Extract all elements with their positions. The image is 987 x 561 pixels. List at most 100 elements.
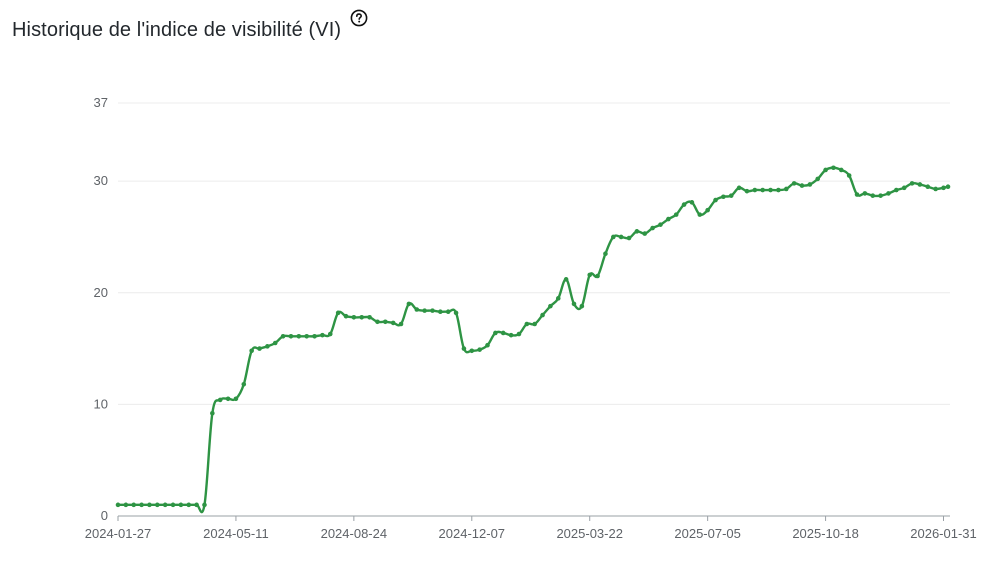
data-point[interactable]	[210, 411, 215, 416]
data-point[interactable]	[666, 216, 671, 222]
data-point[interactable]	[721, 194, 726, 200]
data-point[interactable]	[603, 251, 608, 256]
data-point[interactable]	[288, 333, 294, 339]
data-point[interactable]	[540, 312, 545, 318]
data-point[interactable]	[878, 193, 883, 198]
data-point[interactable]	[713, 197, 718, 203]
data-point[interactable]	[626, 235, 632, 241]
data-point[interactable]	[760, 187, 765, 193]
data-point[interactable]	[831, 165, 836, 171]
data-point[interactable]	[917, 182, 923, 187]
data-point[interactable]	[697, 212, 703, 217]
data-point[interactable]	[886, 191, 891, 196]
data-point[interactable]	[422, 308, 427, 313]
data-point[interactable]	[186, 502, 192, 508]
data-point[interactable]	[398, 321, 404, 327]
data-point[interactable]	[768, 187, 773, 193]
data-point[interactable]	[642, 231, 648, 236]
data-point[interactable]	[359, 315, 365, 320]
data-point[interactable]	[634, 229, 640, 234]
data-point[interactable]	[933, 186, 938, 192]
data-point[interactable]	[752, 187, 758, 193]
data-point[interactable]	[390, 320, 396, 326]
data-point[interactable]	[445, 309, 451, 315]
data-point[interactable]	[689, 200, 695, 205]
data-point[interactable]	[563, 277, 569, 282]
data-point[interactable]	[461, 346, 467, 351]
data-point[interactable]	[909, 181, 915, 186]
data-point[interactable]	[846, 173, 852, 178]
data-point[interactable]	[351, 315, 357, 320]
data-point[interactable]	[548, 303, 553, 309]
data-point[interactable]	[823, 167, 828, 173]
data-point[interactable]	[438, 309, 443, 315]
data-point[interactable]	[280, 333, 286, 339]
question-circle-icon[interactable]	[349, 8, 369, 28]
data-point[interactable]	[783, 186, 789, 192]
data-point[interactable]	[681, 202, 687, 207]
data-point[interactable]	[343, 313, 349, 319]
data-point[interactable]	[807, 182, 813, 187]
data-point[interactable]	[225, 396, 231, 402]
data-point[interactable]	[901, 185, 907, 191]
data-point[interactable]	[854, 192, 860, 197]
data-point[interactable]	[618, 234, 624, 240]
data-point[interactable]	[524, 321, 530, 327]
data-point[interactable]	[579, 303, 585, 309]
data-point[interactable]	[705, 207, 710, 213]
data-point[interactable]	[516, 331, 522, 337]
data-point[interactable]	[414, 307, 420, 312]
data-point[interactable]	[508, 332, 514, 338]
data-point[interactable]	[815, 176, 821, 182]
data-point[interactable]	[217, 397, 223, 403]
data-point[interactable]	[945, 184, 951, 190]
data-point[interactable]	[155, 502, 160, 508]
data-point[interactable]	[791, 181, 797, 186]
data-point[interactable]	[500, 330, 506, 336]
data-point[interactable]	[776, 187, 781, 193]
data-point[interactable]	[162, 502, 168, 508]
data-point[interactable]	[799, 183, 805, 188]
data-point[interactable]	[202, 502, 207, 508]
data-point[interactable]	[304, 333, 309, 339]
data-point[interactable]	[658, 222, 663, 227]
data-point[interactable]	[453, 310, 459, 316]
data-point[interactable]	[131, 502, 137, 508]
data-point[interactable]	[736, 185, 742, 191]
data-point[interactable]	[194, 502, 199, 508]
data-point[interactable]	[139, 502, 144, 508]
data-point[interactable]	[233, 396, 239, 402]
data-point[interactable]	[650, 225, 655, 231]
data-point[interactable]	[485, 342, 490, 348]
data-point[interactable]	[430, 308, 435, 313]
data-point[interactable]	[673, 212, 679, 217]
data-point[interactable]	[257, 346, 262, 351]
data-point[interactable]	[241, 381, 247, 387]
data-point[interactable]	[728, 193, 734, 198]
data-point[interactable]	[595, 273, 600, 279]
data-point[interactable]	[894, 187, 899, 193]
data-point[interactable]	[941, 185, 946, 191]
data-point[interactable]	[870, 193, 876, 198]
data-point[interactable]	[555, 296, 561, 301]
data-point[interactable]	[862, 191, 868, 196]
data-point[interactable]	[532, 321, 537, 327]
data-point[interactable]	[477, 347, 482, 352]
data-point[interactable]	[744, 188, 750, 194]
data-point[interactable]	[320, 332, 325, 338]
data-point[interactable]	[571, 301, 577, 307]
data-point[interactable]	[178, 502, 184, 508]
data-point[interactable]	[312, 333, 317, 339]
data-point[interactable]	[115, 502, 121, 508]
data-point[interactable]	[147, 502, 152, 508]
data-point[interactable]	[406, 301, 412, 307]
data-point[interactable]	[383, 319, 388, 325]
data-point[interactable]	[335, 310, 341, 316]
data-point[interactable]	[296, 333, 302, 339]
data-point[interactable]	[327, 331, 333, 337]
data-point[interactable]	[925, 184, 931, 190]
data-point[interactable]	[587, 272, 593, 278]
data-point[interactable]	[375, 319, 380, 325]
data-point[interactable]	[839, 167, 844, 173]
data-point[interactable]	[249, 348, 254, 354]
